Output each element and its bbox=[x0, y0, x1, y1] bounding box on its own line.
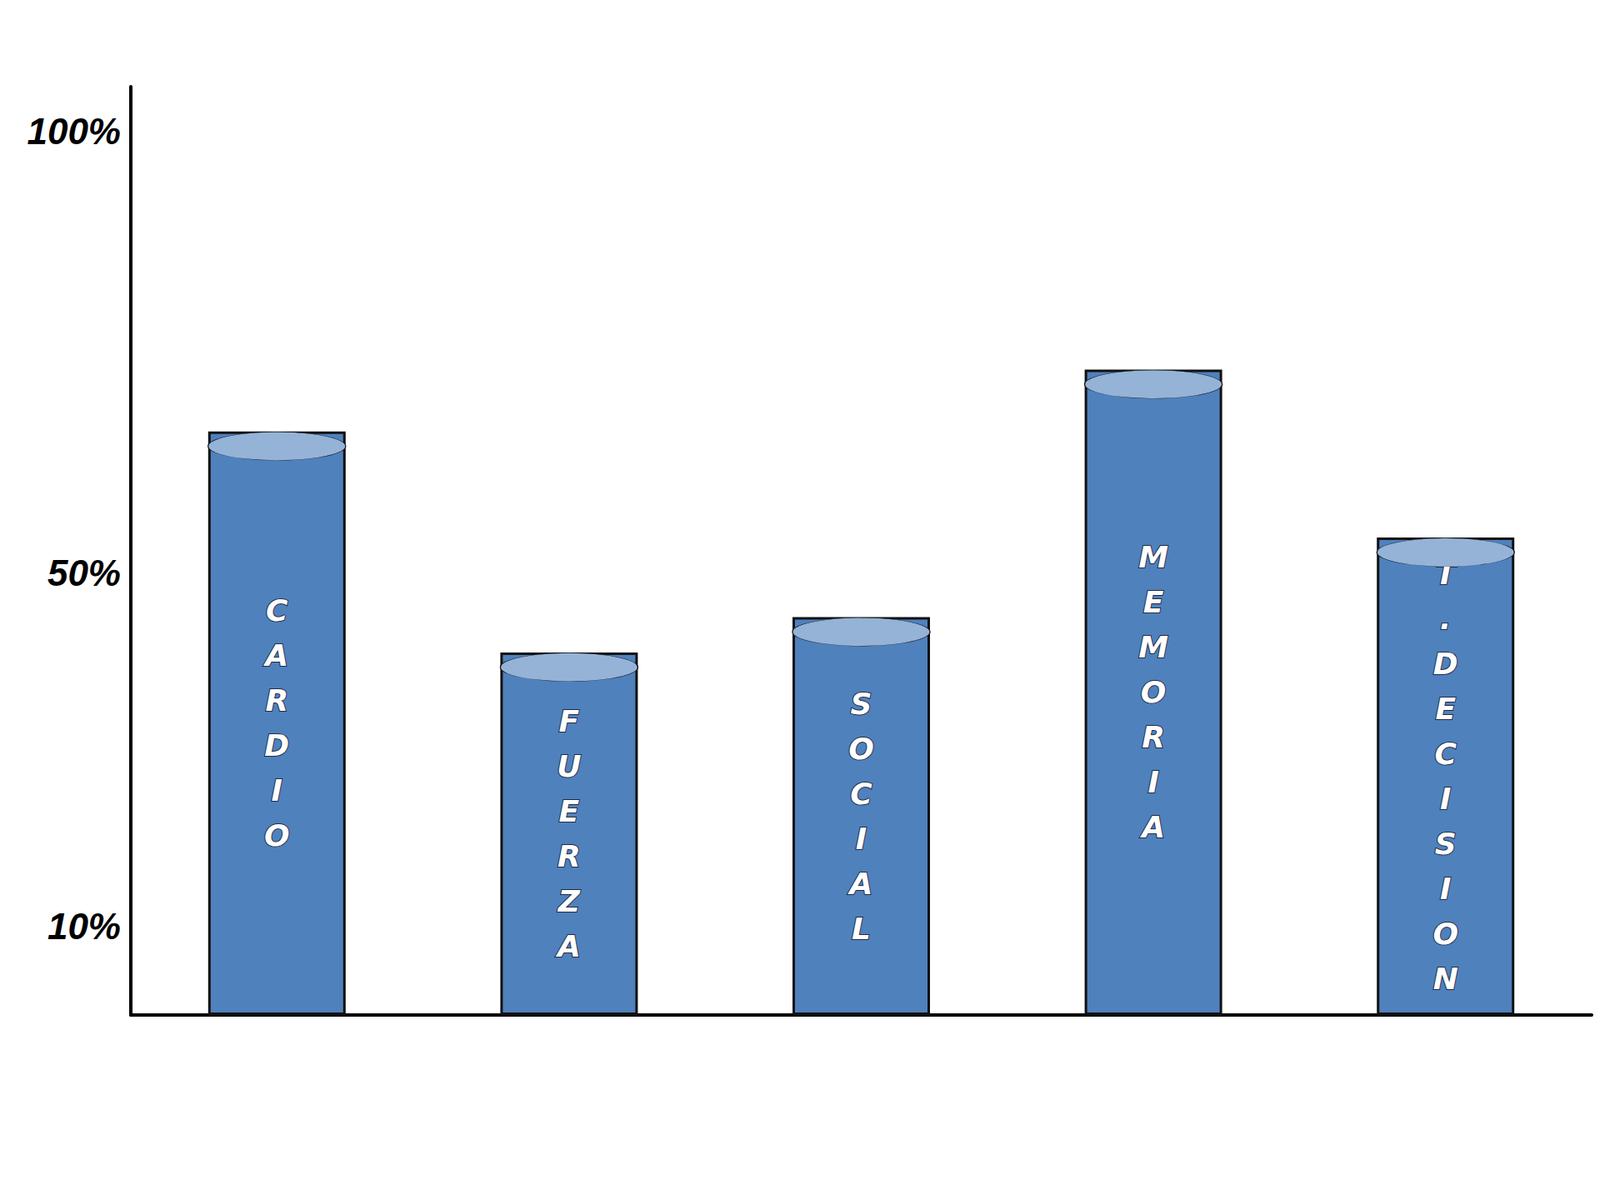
svg-text:M: M bbox=[1138, 540, 1169, 575]
svg-text:O: O bbox=[848, 731, 875, 766]
svg-text:I: I bbox=[1440, 871, 1451, 906]
svg-text:C: C bbox=[850, 776, 873, 811]
svg-text:F: F bbox=[559, 704, 580, 739]
svg-text:O: O bbox=[264, 818, 290, 853]
svg-text:E: E bbox=[1435, 691, 1456, 726]
svg-text:R: R bbox=[265, 683, 289, 718]
svg-text:C: C bbox=[1434, 736, 1457, 771]
svg-text:R: R bbox=[1141, 720, 1165, 755]
svg-text:D: D bbox=[264, 728, 290, 763]
svg-text:N: N bbox=[1433, 961, 1459, 996]
svg-text:S: S bbox=[850, 686, 873, 721]
svg-text:Z: Z bbox=[557, 884, 581, 919]
svg-text:L: L bbox=[851, 911, 871, 946]
svg-text:C: C bbox=[265, 593, 289, 628]
svg-text:A: A bbox=[262, 638, 289, 673]
svg-text:I: I bbox=[855, 821, 867, 856]
svg-text:50%: 50% bbox=[47, 552, 121, 594]
svg-text:M: M bbox=[1138, 630, 1169, 665]
svg-text:A: A bbox=[847, 866, 874, 901]
svg-text:A: A bbox=[555, 929, 581, 964]
svg-text:I: I bbox=[1147, 765, 1159, 800]
svg-text:E: E bbox=[559, 794, 580, 829]
svg-text:.: . bbox=[1440, 601, 1452, 636]
svg-text:D: D bbox=[1433, 646, 1459, 681]
svg-text:R: R bbox=[557, 839, 581, 874]
svg-text:O: O bbox=[1140, 675, 1167, 710]
svg-text:10%: 10% bbox=[47, 905, 121, 947]
svg-text:S: S bbox=[1435, 826, 1457, 861]
svg-text:O: O bbox=[1432, 916, 1459, 951]
svg-text:E: E bbox=[1143, 585, 1165, 620]
svg-text:U: U bbox=[556, 749, 581, 784]
svg-text:A: A bbox=[1139, 810, 1165, 845]
svg-text:I: I bbox=[271, 773, 283, 808]
svg-text:100%: 100% bbox=[26, 110, 121, 152]
svg-text:I: I bbox=[1440, 781, 1451, 816]
svg-text:T: T bbox=[1435, 556, 1456, 591]
